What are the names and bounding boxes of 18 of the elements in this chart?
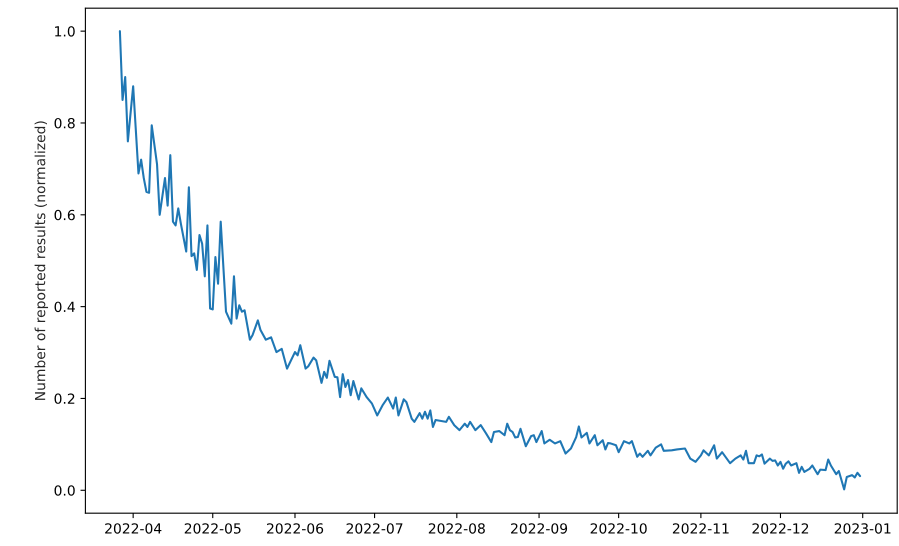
x-tick-label: 2022-07 (346, 523, 402, 534)
y-tick-label: 0.0 (54, 485, 75, 496)
y-tick-label: 1.0 (55, 26, 75, 37)
y-tick-label: 0.8 (54, 118, 75, 128)
y-tick-label: 0.6 (54, 210, 75, 220)
line-series (118, 30, 862, 490)
x-tick-label: 2022-09 (511, 523, 568, 534)
x-tick-label: 2022-04 (105, 523, 162, 534)
y-tick-label: 0.2 (54, 393, 74, 404)
x-tick-label: 2022-11 (672, 523, 729, 534)
x-tick-label: 2022-12 (752, 523, 808, 534)
x-tick-label: 2022-05 (184, 523, 241, 534)
y-tick-label: 0.4 (54, 302, 75, 312)
y-axis-title: Number of reported results (normalized) (34, 121, 48, 400)
x-tick-label: 2022-08 (428, 523, 485, 534)
x-tick-label: 2023-01 (834, 523, 890, 534)
x-tick-label: 2022-10 (590, 523, 647, 534)
x-tick-label: 2022-06 (266, 523, 324, 534)
